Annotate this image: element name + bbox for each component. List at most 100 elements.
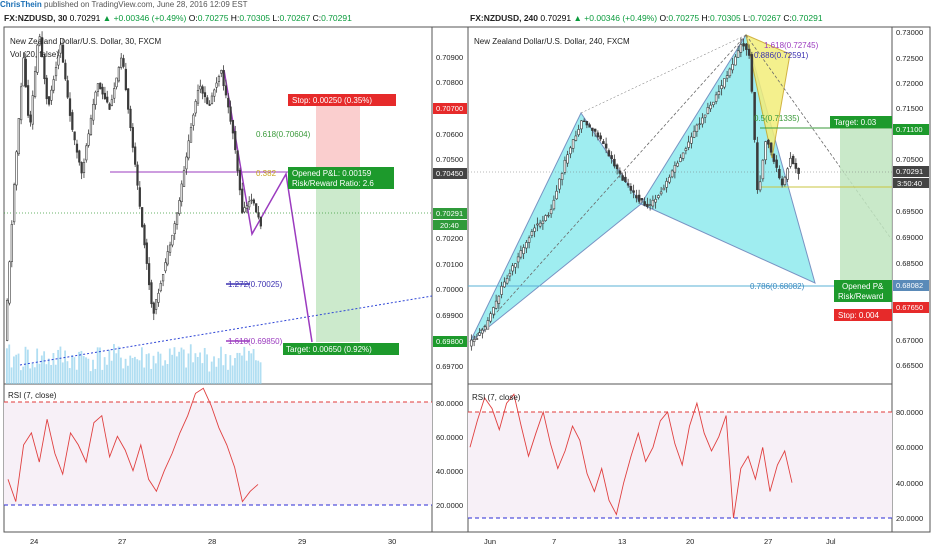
right-candle-body [618,170,622,174]
left-trendline[interactable] [19,295,433,366]
right-harmonic-bcd[interactable] [640,33,816,284]
right-candle-body [530,231,534,236]
left-volume-bar [99,347,101,384]
left-candle-body [54,67,58,77]
right-pnl-label: Opened P& [842,282,884,291]
left-candle-body [26,85,30,116]
right-price-scale[interactable] [891,26,931,533]
left-candle-body [189,127,193,143]
right-price-tick: 0.69500 [896,207,923,216]
right-candle-body [547,214,550,217]
left-volume-bar [82,356,85,384]
left-candle-body [78,150,81,163]
left-candle-body [231,120,235,134]
left-volume-bar [134,356,136,384]
left-candle-body [136,164,139,186]
left-candle-body [106,96,109,103]
right-candle-body [615,164,619,170]
right-fib-triangle[interactable] [745,34,791,159]
left-candle-body [222,70,225,87]
left-price-scale[interactable] [431,26,469,533]
right-candle-body [761,159,765,180]
left-volume-bar [19,370,22,384]
left-stop-label: Stop: 0.00250 (0.35%) [292,96,372,105]
left-candle-body [20,86,23,121]
right-candle-body [563,159,567,173]
right-candle-body [739,44,743,53]
left-volume-bar [259,362,262,384]
left-candle-body [8,261,11,304]
right-candle-body [750,54,754,92]
left-candle-body [68,98,72,116]
right-target-zone[interactable] [840,128,892,288]
left-volume-bar [57,349,59,384]
right-candle-body [698,123,701,125]
left-volume-bar [31,363,34,384]
left-candle-body [108,103,111,110]
right-stop-label-bg [834,309,892,321]
right-candle-body [720,85,723,89]
right-candle-body [736,50,740,58]
right-candle-body [651,199,655,207]
left-candle-body [29,114,32,123]
right-candle-body [541,220,545,225]
left-volume-bar [50,364,53,384]
left-volume-bar [92,359,94,384]
right-candle-body [772,153,776,162]
left-volume-bar [45,364,48,384]
right-candle-body [701,117,704,125]
left-volume-bar [147,353,150,384]
left-volume-bar [17,353,20,384]
left-price-tick: 0.70500 [436,155,463,164]
author-link[interactable]: ChrisThein [0,0,42,9]
right-candle-body [621,175,624,181]
left-volume-bar [196,356,199,384]
left-volume-bar [210,361,213,384]
left-stop-zone[interactable] [316,104,360,174]
left-candle-body [124,68,127,90]
left-target-price: 0.69800 [436,337,463,346]
left-candle-body [6,299,9,341]
right-stop-label: Stop: 0.004 [838,311,879,320]
left-volume-bar [71,355,73,384]
left-volume-bar [66,361,69,384]
left-candle-body [43,56,46,80]
left-volume-bar [154,363,157,384]
right-candle-body [544,215,547,221]
left-candle-body [238,169,242,191]
right-price-tick: 0.68500 [896,259,923,268]
left-rsi-line [7,387,259,503]
right-candle-body [610,155,613,160]
left-target-zone[interactable] [316,174,360,342]
left-volume-bar [54,364,57,384]
left-candle-body [94,91,97,105]
right-rsi-tick: 80.0000 [896,408,923,417]
left-volume-bar [241,355,243,384]
left-candle-body [31,95,34,125]
right-rsi-line [469,393,793,519]
right-candle-body [571,139,575,149]
left-candle-body [45,77,48,100]
left-volume-bar [33,367,36,384]
left-fib-0382-label: 0.382 [256,169,277,178]
right-pnl-box [834,280,892,302]
left-current-badge [433,168,467,179]
left-volume-bar [22,366,25,384]
left-volume-bar [178,351,181,384]
left-price-tick: 0.70200 [436,234,463,243]
left-volume-bar [152,355,155,384]
left-price-pane[interactable] [3,26,433,385]
left-candle-body [171,234,174,246]
right-price-tick: 0.72500 [896,54,923,63]
right-candle-body [742,43,745,47]
left-candle-body [101,86,104,95]
right-candle-body [558,178,561,190]
left-x-tick: 28 [208,537,216,546]
left-stop-price: 0.70700 [436,104,463,113]
right-price-tick: 0.72000 [896,79,923,88]
left-volume-bar [43,351,46,384]
right-candle-body [591,127,594,131]
publish-line: ChrisThein published on TradingView.com,… [0,0,932,12]
left-candle-body [236,150,239,172]
left-volume-bar [234,358,236,384]
